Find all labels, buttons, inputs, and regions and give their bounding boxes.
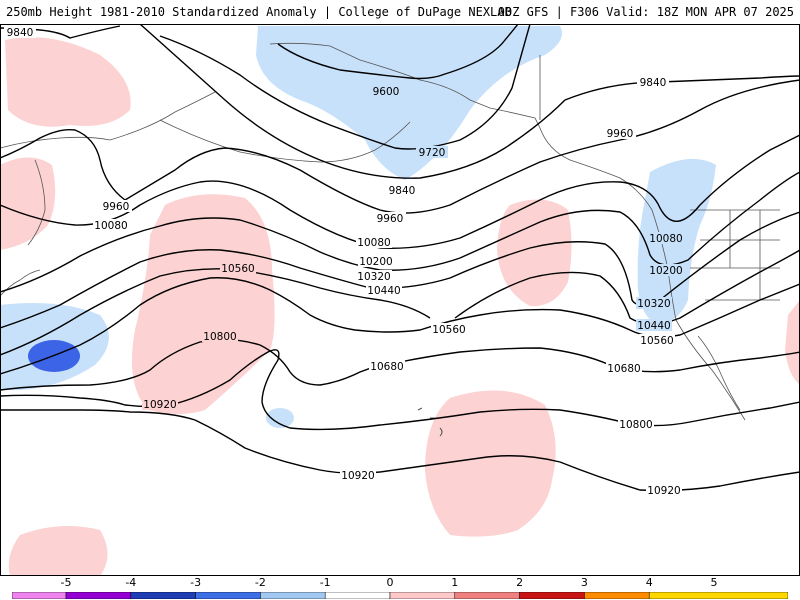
contour-10680 [0,338,800,391]
colorbar-segment [324,592,391,599]
colorbar-ramp [12,592,788,599]
contour-label: 9960 [607,128,634,140]
contour-10200 [0,171,800,293]
contour-label: 10440 [637,320,670,332]
colorbar-segment [519,592,585,599]
aleutian-chain [159,119,411,163]
colorbar-segment [12,592,67,599]
contour-label: 10560 [640,335,673,347]
contour-9720 [159,24,531,150]
contour-label: 10080 [94,220,127,232]
contour-label: 10680 [370,361,403,373]
baja-coast [697,335,741,411]
negative-anomaly-small-central [266,408,294,428]
colorbar-tick-label: -2 [254,576,266,589]
contour-10440-east [454,249,800,325]
positive-anomaly-north-pacific-west [131,194,275,414]
colorbar-tick-label: -5 [60,576,72,589]
alaska-coast [269,42,571,161]
contour-label: 10320 [637,298,670,310]
contour-label: 10440 [367,285,400,297]
negative-anomaly-gulf-of-alaska [256,26,563,180]
positive-anomaly-mexico-edge [785,300,800,385]
header-bar: 250mb Height 1981-2010 Standardized Anom… [0,0,800,24]
colorbar-legend: -5 -4 -3 -2 -1 0 1 2 3 4 5 [0,576,800,600]
colorbar-tick-label: 0 [386,576,394,589]
contour-10920 [0,409,800,492]
contour-label: 9600 [373,86,400,98]
map-title: 250mb Height 1981-2010 Standardized Anom… [6,5,512,19]
colorbar-segment [65,592,132,599]
contour-label: 10560 [221,263,254,275]
colorbar-tick-label: 2 [516,576,524,589]
positive-anomaly-northeast-pacific [497,199,572,307]
positive-anomaly-hawaii [425,390,556,537]
colorbar-tick-label: 5 [710,576,718,589]
contour-9960 [0,79,800,214]
contour-label: 10320 [357,271,390,283]
contour-label: 9840 [640,77,667,89]
colorbar-segment [195,592,261,599]
contour-label: 9720 [419,147,446,159]
contour-label: 10080 [357,237,390,249]
contour-label: 10200 [359,256,392,268]
contour-label: 10080 [649,233,682,245]
contour-label: 10200 [649,265,682,277]
contour-10080 [0,134,800,249]
colorbar-segment [454,592,520,599]
contour-label: 9840 [7,27,34,39]
contour-label: 10920 [341,470,374,482]
positive-anomaly-kamchatka [0,157,56,250]
colorbar-segment [260,592,326,599]
contour-label: 9960 [377,213,404,225]
colorbar-tick-label: 4 [645,576,653,589]
colorbar-segment [648,592,788,599]
colorbar-tick-label: -3 [190,576,202,589]
siberia-coast [0,91,216,149]
contour-9600 [277,24,519,80]
japan-coast [0,269,41,297]
colorbar-segment [584,592,650,599]
contour-label: 10800 [619,419,652,431]
contour-labels: 9840 9600 9720 9840 9840 9960 9960 9960 … [4,26,684,497]
contour-label: 10920 [647,485,680,497]
contour-label: 10800 [203,331,236,343]
contour-label: 9960 [103,201,130,213]
colorbar-tick-label: 3 [580,576,588,589]
colorbar-tick-label: -4 [125,576,137,589]
colorbar-tick-label: 1 [451,576,459,589]
contour-label: 10920 [143,399,176,411]
positive-anomaly-bering [5,37,131,127]
anomaly-shading [0,26,800,576]
kamchatka-coast [27,159,46,246]
contour-label: 10560 [432,324,465,336]
colorbar-segment [389,592,456,599]
contour-10560 [0,277,800,375]
run-valid-time: 00Z GFS | F306 Valid: 18Z MON APR 07 202… [497,5,794,19]
height-anomaly-map: 9840 9600 9720 9840 9840 9960 9960 9960 … [0,24,800,576]
colorbar-tick-label: -1 [319,576,331,589]
contour-label: 9840 [389,185,416,197]
contour-label: 10680 [607,363,640,375]
colorbar-segment [130,592,196,599]
positive-anomaly-southwest [8,526,108,576]
